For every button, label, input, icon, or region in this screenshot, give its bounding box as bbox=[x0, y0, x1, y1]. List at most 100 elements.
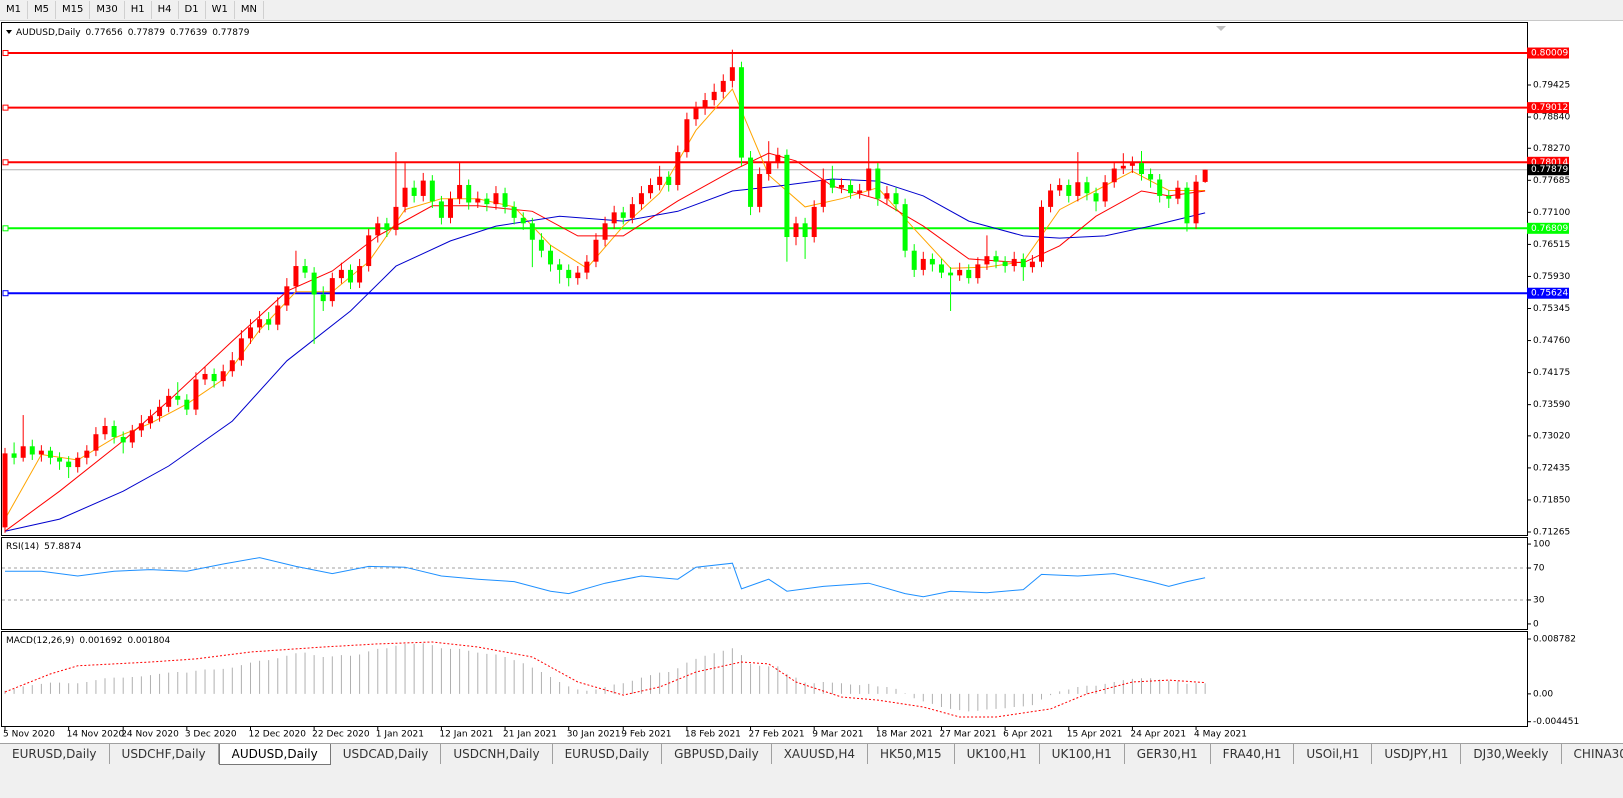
candle-body bbox=[1111, 168, 1117, 183]
y-tick-label: -0.004451 bbox=[1533, 717, 1579, 727]
timeframe-button[interactable]: M5 bbox=[28, 1, 56, 19]
candle-body bbox=[29, 446, 35, 455]
chart-tab[interactable]: USDJPY,H1 bbox=[1372, 744, 1462, 764]
ohlc-value: 0.77639 bbox=[170, 28, 207, 38]
x-tick-label: 9 Mar 2021 bbox=[812, 730, 863, 740]
candle-body bbox=[1002, 261, 1008, 267]
x-tick-label: 1 Jan 2021 bbox=[376, 730, 424, 740]
chart-tab[interactable]: XAUUSD,H4 bbox=[772, 744, 869, 764]
candle-body bbox=[329, 278, 335, 302]
chart-tab[interactable]: DJ30,Weekly bbox=[1461, 744, 1562, 764]
candle-body bbox=[902, 204, 908, 251]
x-tick-label: 9 Feb 2021 bbox=[621, 730, 671, 740]
candle-body bbox=[729, 67, 735, 81]
candle-body bbox=[1093, 193, 1099, 202]
level-marker bbox=[2, 225, 9, 232]
chart-tab[interactable]: EURUSD,Daily bbox=[553, 744, 663, 764]
candle-body bbox=[320, 294, 326, 302]
chart-tab[interactable]: GBPUSD,Daily bbox=[662, 744, 772, 764]
candle-body bbox=[820, 179, 826, 207]
candle-body bbox=[838, 184, 844, 188]
timeframe-button[interactable]: W1 bbox=[206, 1, 235, 19]
chart-tab[interactable]: UK100,H1 bbox=[955, 744, 1040, 764]
chart-tab[interactable]: GER30,H1 bbox=[1125, 744, 1211, 764]
candle-body bbox=[948, 272, 954, 276]
x-tick-label: 18 Mar 2021 bbox=[876, 730, 933, 740]
indicator-header: MACD(12,26,9) 0.001692 0.001804 bbox=[6, 636, 171, 646]
candle-body bbox=[1038, 206, 1044, 262]
timeframe-button[interactable]: M30 bbox=[90, 1, 125, 19]
chart-tab[interactable]: USDCNH,Daily bbox=[441, 744, 553, 764]
level-label-box bbox=[1527, 287, 1569, 299]
x-tick-label: 5 Nov 2020 bbox=[3, 730, 55, 740]
candle-body bbox=[1129, 163, 1135, 166]
indicator-header: RSI(14) 57.8874 bbox=[6, 542, 82, 552]
candle-body bbox=[93, 434, 99, 451]
timeframe-button[interactable]: H1 bbox=[125, 1, 152, 19]
candle-body bbox=[938, 264, 944, 273]
candle-body bbox=[66, 461, 72, 468]
candle-body bbox=[166, 395, 172, 407]
candle-body bbox=[193, 379, 199, 410]
candle-body bbox=[1166, 195, 1172, 199]
candle-body bbox=[593, 239, 599, 262]
chart-tab[interactable]: AUDUSD,Daily bbox=[218, 744, 331, 765]
y-tick-label: 0.74760 bbox=[1533, 336, 1570, 346]
candle-body bbox=[475, 198, 481, 203]
level-label: 0.80009 bbox=[1531, 49, 1568, 59]
candle-body bbox=[702, 100, 708, 109]
x-tick-label: 15 Apr 2021 bbox=[1067, 730, 1123, 740]
symbol-title: AUDUSD,Daily bbox=[16, 28, 81, 38]
candle-body bbox=[284, 286, 290, 306]
candle-body bbox=[829, 179, 835, 188]
x-tick-label: 3 Dec 2020 bbox=[185, 730, 237, 740]
candle-body bbox=[1202, 169, 1208, 182]
y-tick-label: 0.77100 bbox=[1533, 208, 1570, 218]
candle-body bbox=[293, 266, 299, 287]
chart-tab[interactable]: UK100,H1 bbox=[1040, 744, 1125, 764]
timeframe-button[interactable]: M1 bbox=[0, 1, 28, 19]
chart-tab[interactable]: CHINA300,H1 bbox=[1562, 744, 1623, 764]
x-tick-label: 6 Apr 2021 bbox=[1003, 730, 1053, 740]
chart-tab[interactable]: FRA40,H1 bbox=[1211, 744, 1295, 764]
chart-tab[interactable]: USDCAD,Daily bbox=[331, 744, 442, 764]
chart-tab[interactable]: HK50,M15 bbox=[868, 744, 955, 764]
timeframe-button[interactable]: M15 bbox=[56, 1, 91, 19]
candle-body bbox=[1048, 190, 1054, 207]
candle-body bbox=[738, 67, 744, 158]
candle-body bbox=[202, 373, 208, 380]
x-tick-label: 24 Nov 2020 bbox=[121, 730, 179, 740]
candle-body bbox=[520, 217, 526, 224]
timeframe-button[interactable]: MN bbox=[235, 1, 264, 19]
y-tick-label: 100 bbox=[1533, 540, 1550, 550]
candle-body bbox=[866, 168, 872, 191]
candle-body bbox=[257, 319, 263, 328]
candle-body bbox=[347, 269, 353, 283]
y-tick-label: 70 bbox=[1533, 564, 1545, 574]
y-tick-label: 0.78840 bbox=[1533, 113, 1570, 123]
shift-marker bbox=[1216, 26, 1226, 31]
x-tick-label: 12 Jan 2021 bbox=[439, 730, 493, 740]
candle-body bbox=[220, 371, 226, 382]
candle-body bbox=[1193, 181, 1199, 224]
chart-tab[interactable]: USOil,H1 bbox=[1294, 744, 1373, 764]
candle-body bbox=[1057, 184, 1063, 191]
ohlc-value: 0.77879 bbox=[212, 28, 249, 38]
candle-body bbox=[438, 201, 444, 218]
chart-tab[interactable]: EURUSD,Daily bbox=[0, 744, 110, 764]
candle-body bbox=[857, 190, 863, 194]
candle-body bbox=[1148, 174, 1154, 180]
candle-body bbox=[711, 91, 717, 101]
candle-body bbox=[893, 193, 899, 205]
x-tick-label: 27 Mar 2021 bbox=[939, 730, 996, 740]
candle-body bbox=[966, 269, 972, 279]
chart-tab[interactable]: USDCHF,Daily bbox=[110, 744, 219, 764]
chart-background bbox=[0, 21, 1623, 743]
candle-body bbox=[975, 264, 981, 279]
timeframe-button[interactable]: H4 bbox=[152, 1, 179, 19]
candle-body bbox=[575, 272, 581, 279]
level-label-box bbox=[1527, 156, 1569, 168]
candle-body bbox=[357, 266, 363, 283]
timeframe-button[interactable]: D1 bbox=[179, 1, 206, 19]
